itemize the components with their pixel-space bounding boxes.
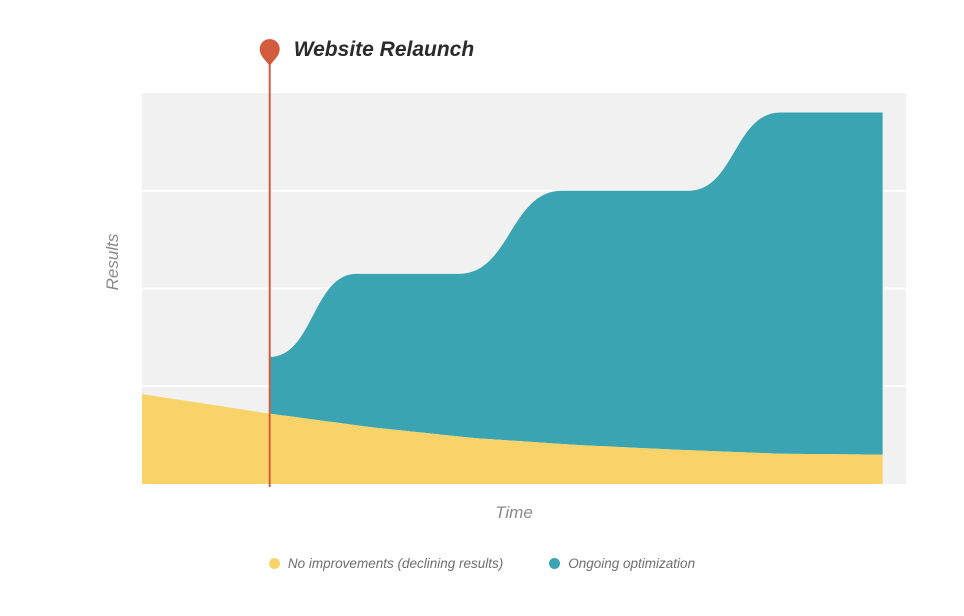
area-no-improvements: [142, 394, 883, 484]
y-axis-title: Results: [103, 233, 122, 290]
legend-label: No improvements (declining results): [287, 556, 504, 571]
area-ongoing-optimization: [269, 112, 883, 455]
legend-swatch: [268, 558, 280, 569]
legend-item-ongoing-optimization: Ongoing optimization: [549, 556, 695, 571]
chart-areas: [142, 112, 883, 484]
event-label: Website Relaunch: [294, 38, 475, 61]
legend-item-no-improvements: No improvements (declining results): [268, 556, 504, 571]
legend-swatch: [549, 558, 561, 569]
x-axis-title: Time: [495, 503, 533, 522]
legend-label: Ongoing optimization: [568, 556, 696, 571]
map-pin-icon: [259, 39, 280, 66]
legend: No improvements (declining results) Ongo…: [0, 556, 964, 571]
